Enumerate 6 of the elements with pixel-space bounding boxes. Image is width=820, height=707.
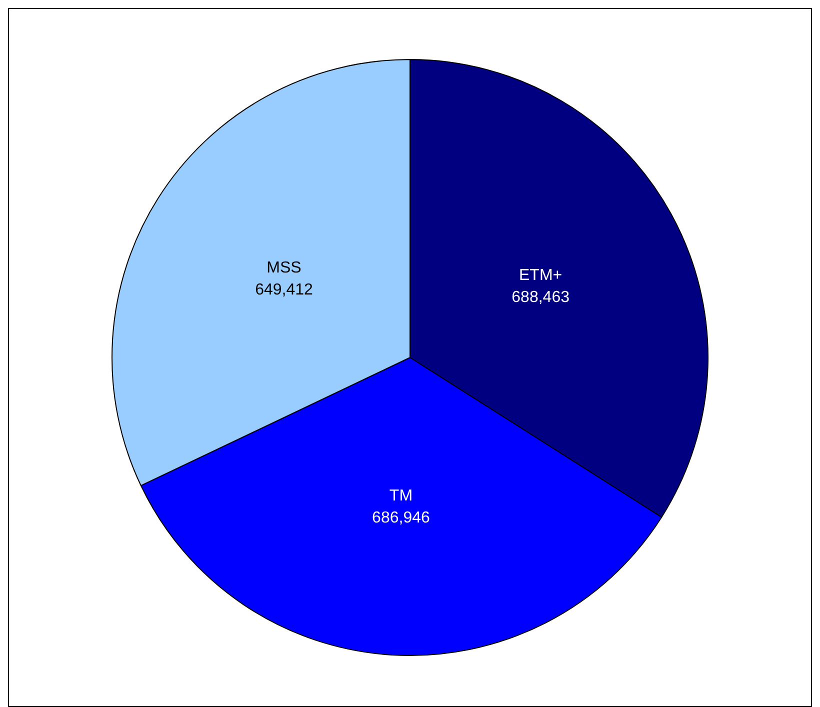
data-label: 686,946 (372, 510, 430, 527)
data-label: 649,412 (255, 281, 314, 298)
slice-label: ETM+ (519, 267, 562, 284)
slice-label: MSS (266, 259, 302, 276)
slice-label: TM (389, 488, 413, 505)
data-label: 688,463 (512, 289, 570, 306)
